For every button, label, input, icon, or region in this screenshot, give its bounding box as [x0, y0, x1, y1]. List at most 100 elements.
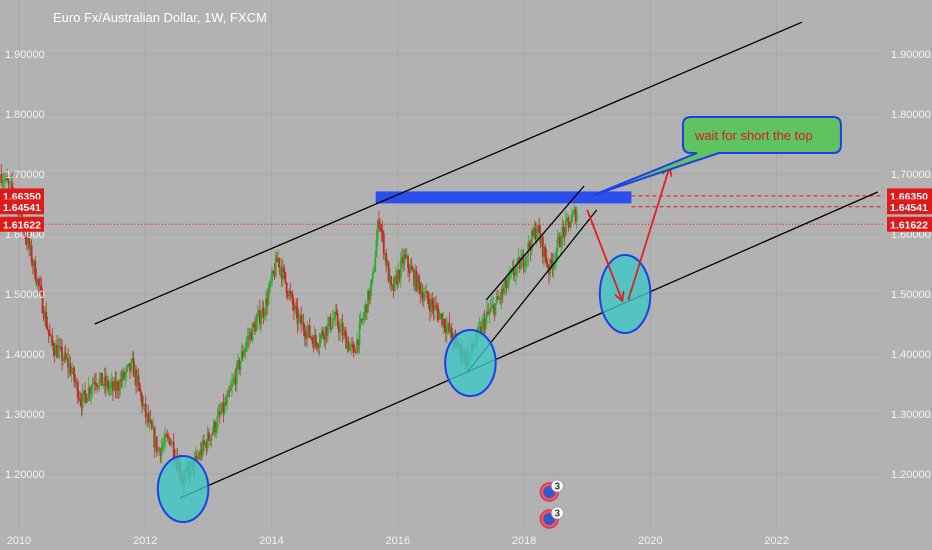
- candle-body: [34, 260, 37, 280]
- candle-body: [89, 387, 91, 394]
- candle-body: [569, 222, 572, 228]
- x-tick-label: 2014: [259, 535, 283, 547]
- y-tick-label-left: 1.40000: [5, 349, 45, 361]
- arrow[interactable]: [627, 168, 669, 301]
- candle-body: [390, 276, 392, 286]
- candle-body: [41, 291, 44, 313]
- candle-body: [407, 256, 409, 268]
- y-tick-label-left: 1.30000: [5, 409, 45, 421]
- pivot-circle[interactable]: [444, 329, 497, 397]
- y-tick-label-right: 1.90000: [891, 49, 931, 61]
- candle-body: [306, 330, 309, 339]
- candle-body: [125, 368, 128, 374]
- candle-body: [209, 439, 212, 441]
- upper-channel-line[interactable]: [94, 21, 803, 325]
- candle-body: [248, 336, 250, 338]
- candle-body: [272, 271, 275, 273]
- candle-body: [7, 180, 10, 183]
- candle-body: [98, 378, 101, 387]
- candle-body: [1, 181, 4, 183]
- candle-body: [211, 431, 214, 435]
- candle-body: [51, 335, 54, 344]
- candle-body: [25, 238, 28, 245]
- event-badge-count-bg: [550, 506, 564, 520]
- candle-body: [507, 273, 510, 283]
- callout-bubble[interactable]: [593, 116, 842, 196]
- candle-body: [161, 445, 164, 448]
- candle-body: [429, 303, 431, 312]
- x-tick-label: 2016: [386, 535, 410, 547]
- candle-body: [378, 220, 380, 225]
- candle-body: [437, 311, 440, 320]
- candle-body: [61, 346, 63, 362]
- candle-body: [494, 303, 497, 316]
- candle-body: [225, 402, 227, 405]
- candle-body: [31, 262, 34, 266]
- candle-body: [568, 221, 571, 228]
- candle-body: [498, 298, 501, 300]
- x-tick-label: 2018: [512, 535, 536, 547]
- candle-body: [113, 380, 116, 391]
- callout-text: wait for short the top: [694, 128, 813, 143]
- candle-body: [257, 310, 260, 315]
- candle-body: [412, 269, 414, 271]
- candle-body: [419, 283, 422, 295]
- target-circle[interactable]: [598, 254, 652, 334]
- candle-body: [150, 422, 153, 429]
- candle-body: [232, 380, 235, 384]
- candle-body: [512, 268, 515, 276]
- candle-body: [35, 279, 38, 285]
- candle-body: [538, 225, 541, 234]
- candle-body: [305, 336, 307, 339]
- candle-body: [90, 389, 93, 394]
- candle-body: [92, 382, 95, 384]
- upper-wedge-line[interactable]: [485, 185, 585, 301]
- candle-body: [238, 360, 241, 370]
- candle-body: [33, 260, 35, 266]
- candle-body: [405, 256, 408, 258]
- candle-body: [172, 442, 175, 458]
- candle-body: [488, 311, 491, 314]
- candle-body: [279, 267, 282, 269]
- candle-body: [152, 428, 154, 430]
- candle-body: [336, 313, 339, 326]
- candle-body: [541, 236, 544, 258]
- candle-body: [376, 220, 379, 240]
- candle-body: [166, 436, 169, 438]
- candle-body: [552, 261, 555, 269]
- candle-body: [328, 317, 331, 324]
- candle-body: [410, 266, 413, 270]
- candle-body: [575, 213, 578, 222]
- candle-body: [399, 259, 402, 279]
- candle-body: [539, 233, 542, 244]
- candle-body: [160, 447, 163, 456]
- pivot-circle[interactable]: [156, 455, 210, 523]
- lower-channel-line[interactable]: [179, 191, 878, 499]
- candle-body: [402, 256, 405, 264]
- candle-body: [27, 237, 29, 245]
- arrow[interactable]: [586, 209, 622, 300]
- candle-body: [310, 336, 312, 338]
- candle-body: [446, 326, 448, 333]
- candle-body: [203, 440, 205, 445]
- candle-body: [256, 314, 259, 321]
- candle-body: [325, 326, 328, 336]
- x-tick-label: 2012: [133, 535, 157, 547]
- candle-body: [340, 324, 343, 326]
- candle-body: [339, 325, 341, 333]
- candle-body: [514, 275, 516, 277]
- candle-body: [414, 270, 417, 286]
- event-badge[interactable]: 3: [539, 479, 564, 502]
- candle-body: [362, 318, 365, 321]
- candle-body: [544, 246, 547, 258]
- candle-body: [123, 371, 125, 379]
- candle-body: [249, 331, 252, 338]
- candle-body: [101, 372, 103, 386]
- candle-body: [239, 361, 242, 370]
- drawing-layer[interactable]: wait for short the top 3 3: [0, 21, 884, 529]
- resistance-zone[interactable]: [375, 191, 632, 204]
- event-badge[interactable]: 3: [539, 506, 564, 529]
- candle-body: [204, 442, 207, 445]
